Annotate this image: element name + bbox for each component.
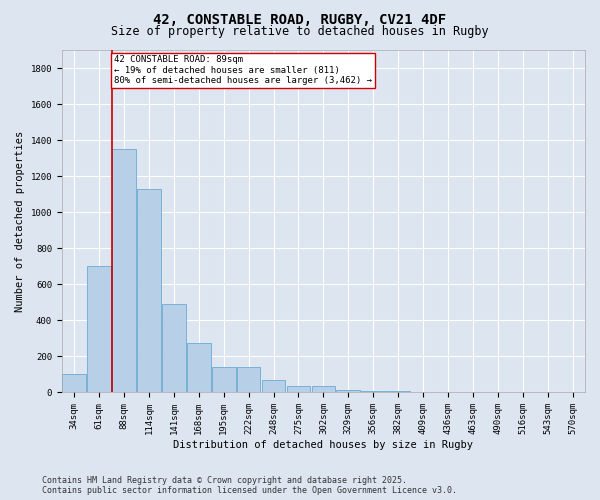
Bar	[88, 266, 111, 392]
Bar	[237, 367, 260, 392]
Bar	[287, 386, 310, 392]
Text: 42, CONSTABLE ROAD, RUGBY, CV21 4DF: 42, CONSTABLE ROAD, RUGBY, CV21 4DF	[154, 12, 446, 26]
Bar	[62, 374, 86, 392]
Text: 42 CONSTABLE ROAD: 89sqm
← 19% of detached houses are smaller (811)
80% of semi-: 42 CONSTABLE ROAD: 89sqm ← 19% of detach…	[114, 56, 372, 85]
Bar	[311, 386, 335, 392]
Bar	[187, 343, 211, 392]
Text: Size of property relative to detached houses in Rugby: Size of property relative to detached ho…	[111, 25, 489, 38]
Text: Contains HM Land Registry data © Crown copyright and database right 2025.
Contai: Contains HM Land Registry data © Crown c…	[42, 476, 457, 495]
Bar	[162, 304, 186, 392]
X-axis label: Distribution of detached houses by size in Rugby: Distribution of detached houses by size …	[173, 440, 473, 450]
Bar	[212, 367, 236, 392]
Bar	[361, 390, 385, 392]
Bar	[112, 149, 136, 392]
Bar	[386, 391, 410, 392]
Y-axis label: Number of detached properties: Number of detached properties	[15, 130, 25, 312]
Bar	[262, 380, 286, 392]
Bar	[137, 189, 161, 392]
Bar	[337, 390, 360, 392]
